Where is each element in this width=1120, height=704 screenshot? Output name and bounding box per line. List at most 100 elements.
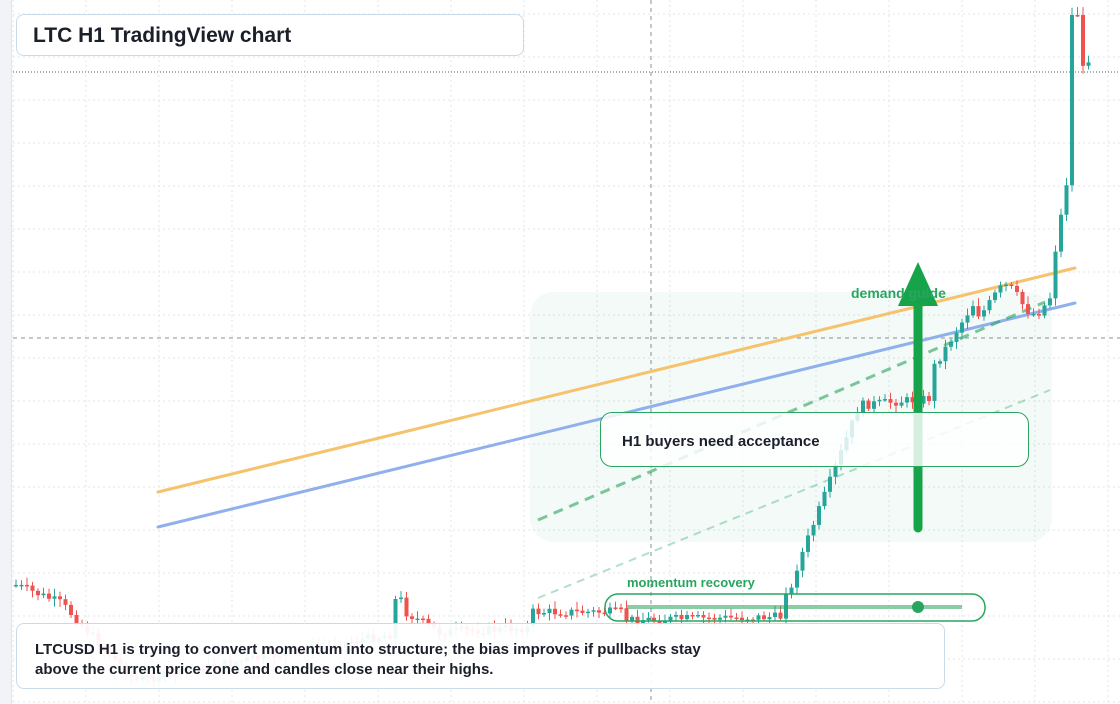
- candle-body: [1059, 214, 1063, 252]
- candle-body: [586, 611, 590, 614]
- candle-body: [558, 614, 563, 616]
- chart-grid: [12, 0, 1120, 704]
- demand-guide-label: demand guide: [851, 285, 946, 301]
- candle-body: [707, 617, 711, 620]
- candle-body: [718, 617, 722, 620]
- candle: [1020, 289, 1025, 310]
- candle-body: [943, 346, 948, 362]
- candle: [822, 486, 827, 510]
- candle-body: [817, 506, 821, 525]
- callout-box: H1 buyers need acceptance: [600, 412, 1029, 467]
- candle: [19, 580, 24, 590]
- candle-body: [773, 612, 777, 618]
- candle: [910, 391, 915, 409]
- candle-body: [883, 399, 887, 401]
- candle: [954, 327, 959, 349]
- candle-body: [921, 395, 926, 404]
- candle-body: [1031, 313, 1036, 316]
- candle: [817, 501, 821, 530]
- candle-body: [597, 610, 601, 613]
- candle: [410, 613, 414, 624]
- candle: [927, 391, 931, 406]
- candle: [982, 305, 986, 321]
- candle: [52, 588, 57, 607]
- candle: [866, 398, 871, 411]
- candle: [591, 606, 596, 617]
- candle-body: [542, 612, 546, 615]
- candle-body: [894, 402, 898, 406]
- candle-body: [1081, 15, 1085, 66]
- candle: [701, 611, 706, 625]
- candle-body: [674, 614, 678, 617]
- candle: [806, 528, 810, 558]
- candle-body: [641, 620, 645, 625]
- candle: [30, 581, 35, 598]
- candle: [586, 608, 590, 618]
- candle: [888, 392, 893, 409]
- candle: [905, 393, 909, 408]
- candle: [976, 298, 981, 320]
- candle-body: [47, 593, 51, 599]
- candle: [1037, 308, 1041, 320]
- candle-body: [553, 608, 557, 615]
- momentum-recovery-label: momentum recovery: [627, 575, 756, 590]
- candle: [652, 613, 656, 625]
- candle: [696, 611, 700, 618]
- candle: [872, 395, 876, 415]
- candle: [14, 579, 18, 588]
- candle: [767, 612, 772, 625]
- candle-body: [646, 617, 651, 621]
- candle-body: [608, 607, 612, 614]
- candle-body: [888, 399, 893, 403]
- chart-title: LTC H1 TradingView chart: [33, 24, 292, 47]
- candle-body: [1026, 304, 1030, 315]
- note-line-2: above the current price zone and candles…: [35, 661, 494, 678]
- candle: [558, 609, 563, 618]
- candle-body: [987, 300, 992, 311]
- candle-body: [1020, 291, 1025, 305]
- candle-body: [806, 535, 810, 552]
- candle: [553, 601, 557, 619]
- candle-body: [905, 397, 909, 403]
- momentum-knob: [912, 601, 924, 613]
- candle-body: [954, 332, 959, 342]
- candle-body: [602, 612, 607, 615]
- candle-body: [404, 597, 409, 617]
- candle: [674, 611, 678, 622]
- candle: [1064, 177, 1069, 222]
- candle-body: [734, 617, 739, 619]
- candle-body: [74, 614, 79, 624]
- candle: [1086, 55, 1091, 70]
- candle: [685, 610, 689, 622]
- candle: [949, 338, 953, 351]
- candle: [1031, 308, 1036, 317]
- candle-body: [712, 617, 717, 620]
- candle-body: [652, 617, 656, 621]
- candle-body: [932, 363, 937, 401]
- candle-body: [36, 590, 40, 596]
- candle: [811, 520, 816, 542]
- candle: [1004, 281, 1008, 292]
- candle: [800, 547, 805, 578]
- candle-body: [756, 615, 761, 620]
- candle: [987, 295, 992, 314]
- candle: [965, 308, 970, 330]
- candle: [1081, 7, 1085, 74]
- candle-body: [938, 361, 942, 364]
- candle-body: [415, 618, 420, 621]
- candle-body: [949, 341, 953, 347]
- candle: [613, 601, 618, 611]
- candle-body: [679, 614, 684, 620]
- candle-body: [696, 614, 700, 617]
- candle-body: [960, 322, 964, 333]
- candle-body: [569, 609, 574, 616]
- candle: [828, 468, 832, 498]
- candle-body: [701, 614, 706, 618]
- candle-body: [965, 315, 970, 323]
- candle: [547, 604, 552, 621]
- candle-body: [927, 395, 931, 401]
- candle-body: [993, 292, 997, 301]
- candle-body: [580, 610, 585, 614]
